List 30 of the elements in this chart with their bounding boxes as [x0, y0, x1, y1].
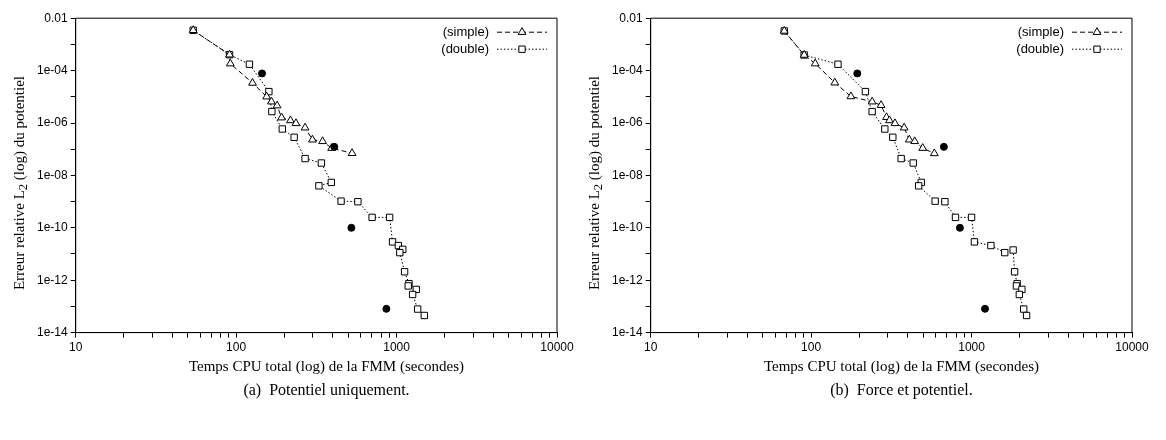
legend-label: (double): [441, 40, 489, 56]
legend-label: (simple): [442, 23, 489, 39]
y-tick-label: 1e-10: [36, 220, 69, 235]
text: (b) Force et potentiel.: [830, 381, 973, 399]
legend-label: (simple): [1017, 23, 1064, 39]
y-tick-label: 1e-04: [36, 62, 69, 77]
y-tick-label: 1e-14: [36, 324, 69, 339]
y-tick-label: 1e-08: [36, 167, 69, 182]
x-tick-label: 10000: [1115, 340, 1150, 355]
y-tick-label: 1e-12: [611, 272, 644, 287]
x-tick-label: 1000: [958, 340, 986, 355]
y-tick-label: 1e-06: [611, 115, 644, 130]
x-tick-label: 1000: [383, 340, 411, 355]
x-tick-label: 100: [226, 340, 247, 355]
x-tick-label: 100: [801, 340, 822, 355]
x-tick-label: 10000: [540, 340, 575, 355]
y-tick-label: 1e-12: [36, 272, 69, 287]
y-tick-label: 1e-10: [611, 220, 644, 235]
y-tick-label: 1e-08: [611, 167, 644, 182]
y-tick-label: 0.01: [619, 10, 644, 25]
text: (a) Potentiel uniquement.: [243, 381, 410, 399]
legend-label: (double): [1016, 40, 1064, 56]
y-tick-label: 1e-04: [611, 62, 644, 77]
x-tick-label: 10: [644, 340, 658, 355]
y-tick-label: 1e-06: [36, 115, 69, 130]
x-tick-label: 10: [69, 340, 83, 355]
y-tick-label: 0.01: [44, 10, 69, 25]
x-axis-title: Temps CPU total (log) de la FMM (secondes): [763, 358, 1040, 375]
y-tick-label: 1e-14: [611, 324, 644, 339]
x-axis-title: Temps CPU total (log) de la FMM (secondes): [188, 358, 465, 375]
